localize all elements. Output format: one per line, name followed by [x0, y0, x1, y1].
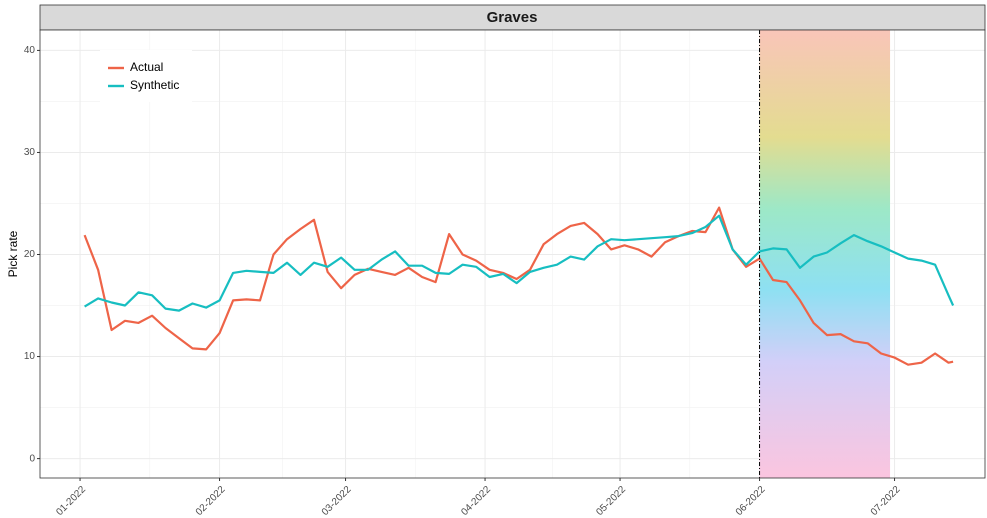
- line-series: [84, 214, 955, 312]
- x-tick-label: 01-2022: [54, 484, 88, 518]
- line-series: [83, 206, 954, 366]
- y-tick-label: 20: [24, 249, 36, 260]
- x-tick-label: 06-2022: [734, 484, 768, 518]
- x-tick-label: 07-2022: [869, 484, 903, 518]
- legend-label: Actual: [130, 60, 163, 74]
- legend-box: [100, 50, 192, 102]
- strip: [39, 4, 986, 31]
- legend-label: Synthetic: [130, 78, 179, 92]
- chart-title: Graves: [487, 9, 538, 26]
- x-tick-label: 05-2022: [594, 484, 628, 518]
- x-tick-label: 03-2022: [320, 484, 354, 518]
- y-tick-label: 40: [24, 45, 36, 56]
- y-tick-label: 30: [24, 147, 36, 158]
- y-axis-label: Pick rate: [6, 230, 20, 277]
- x-tick-label: 02-2022: [194, 484, 228, 518]
- panel-border: [39, 29, 986, 479]
- y-tick-label: 10: [24, 351, 36, 362]
- y-tick-label: 0: [29, 453, 35, 464]
- x-tick-label: 04-2022: [459, 484, 493, 518]
